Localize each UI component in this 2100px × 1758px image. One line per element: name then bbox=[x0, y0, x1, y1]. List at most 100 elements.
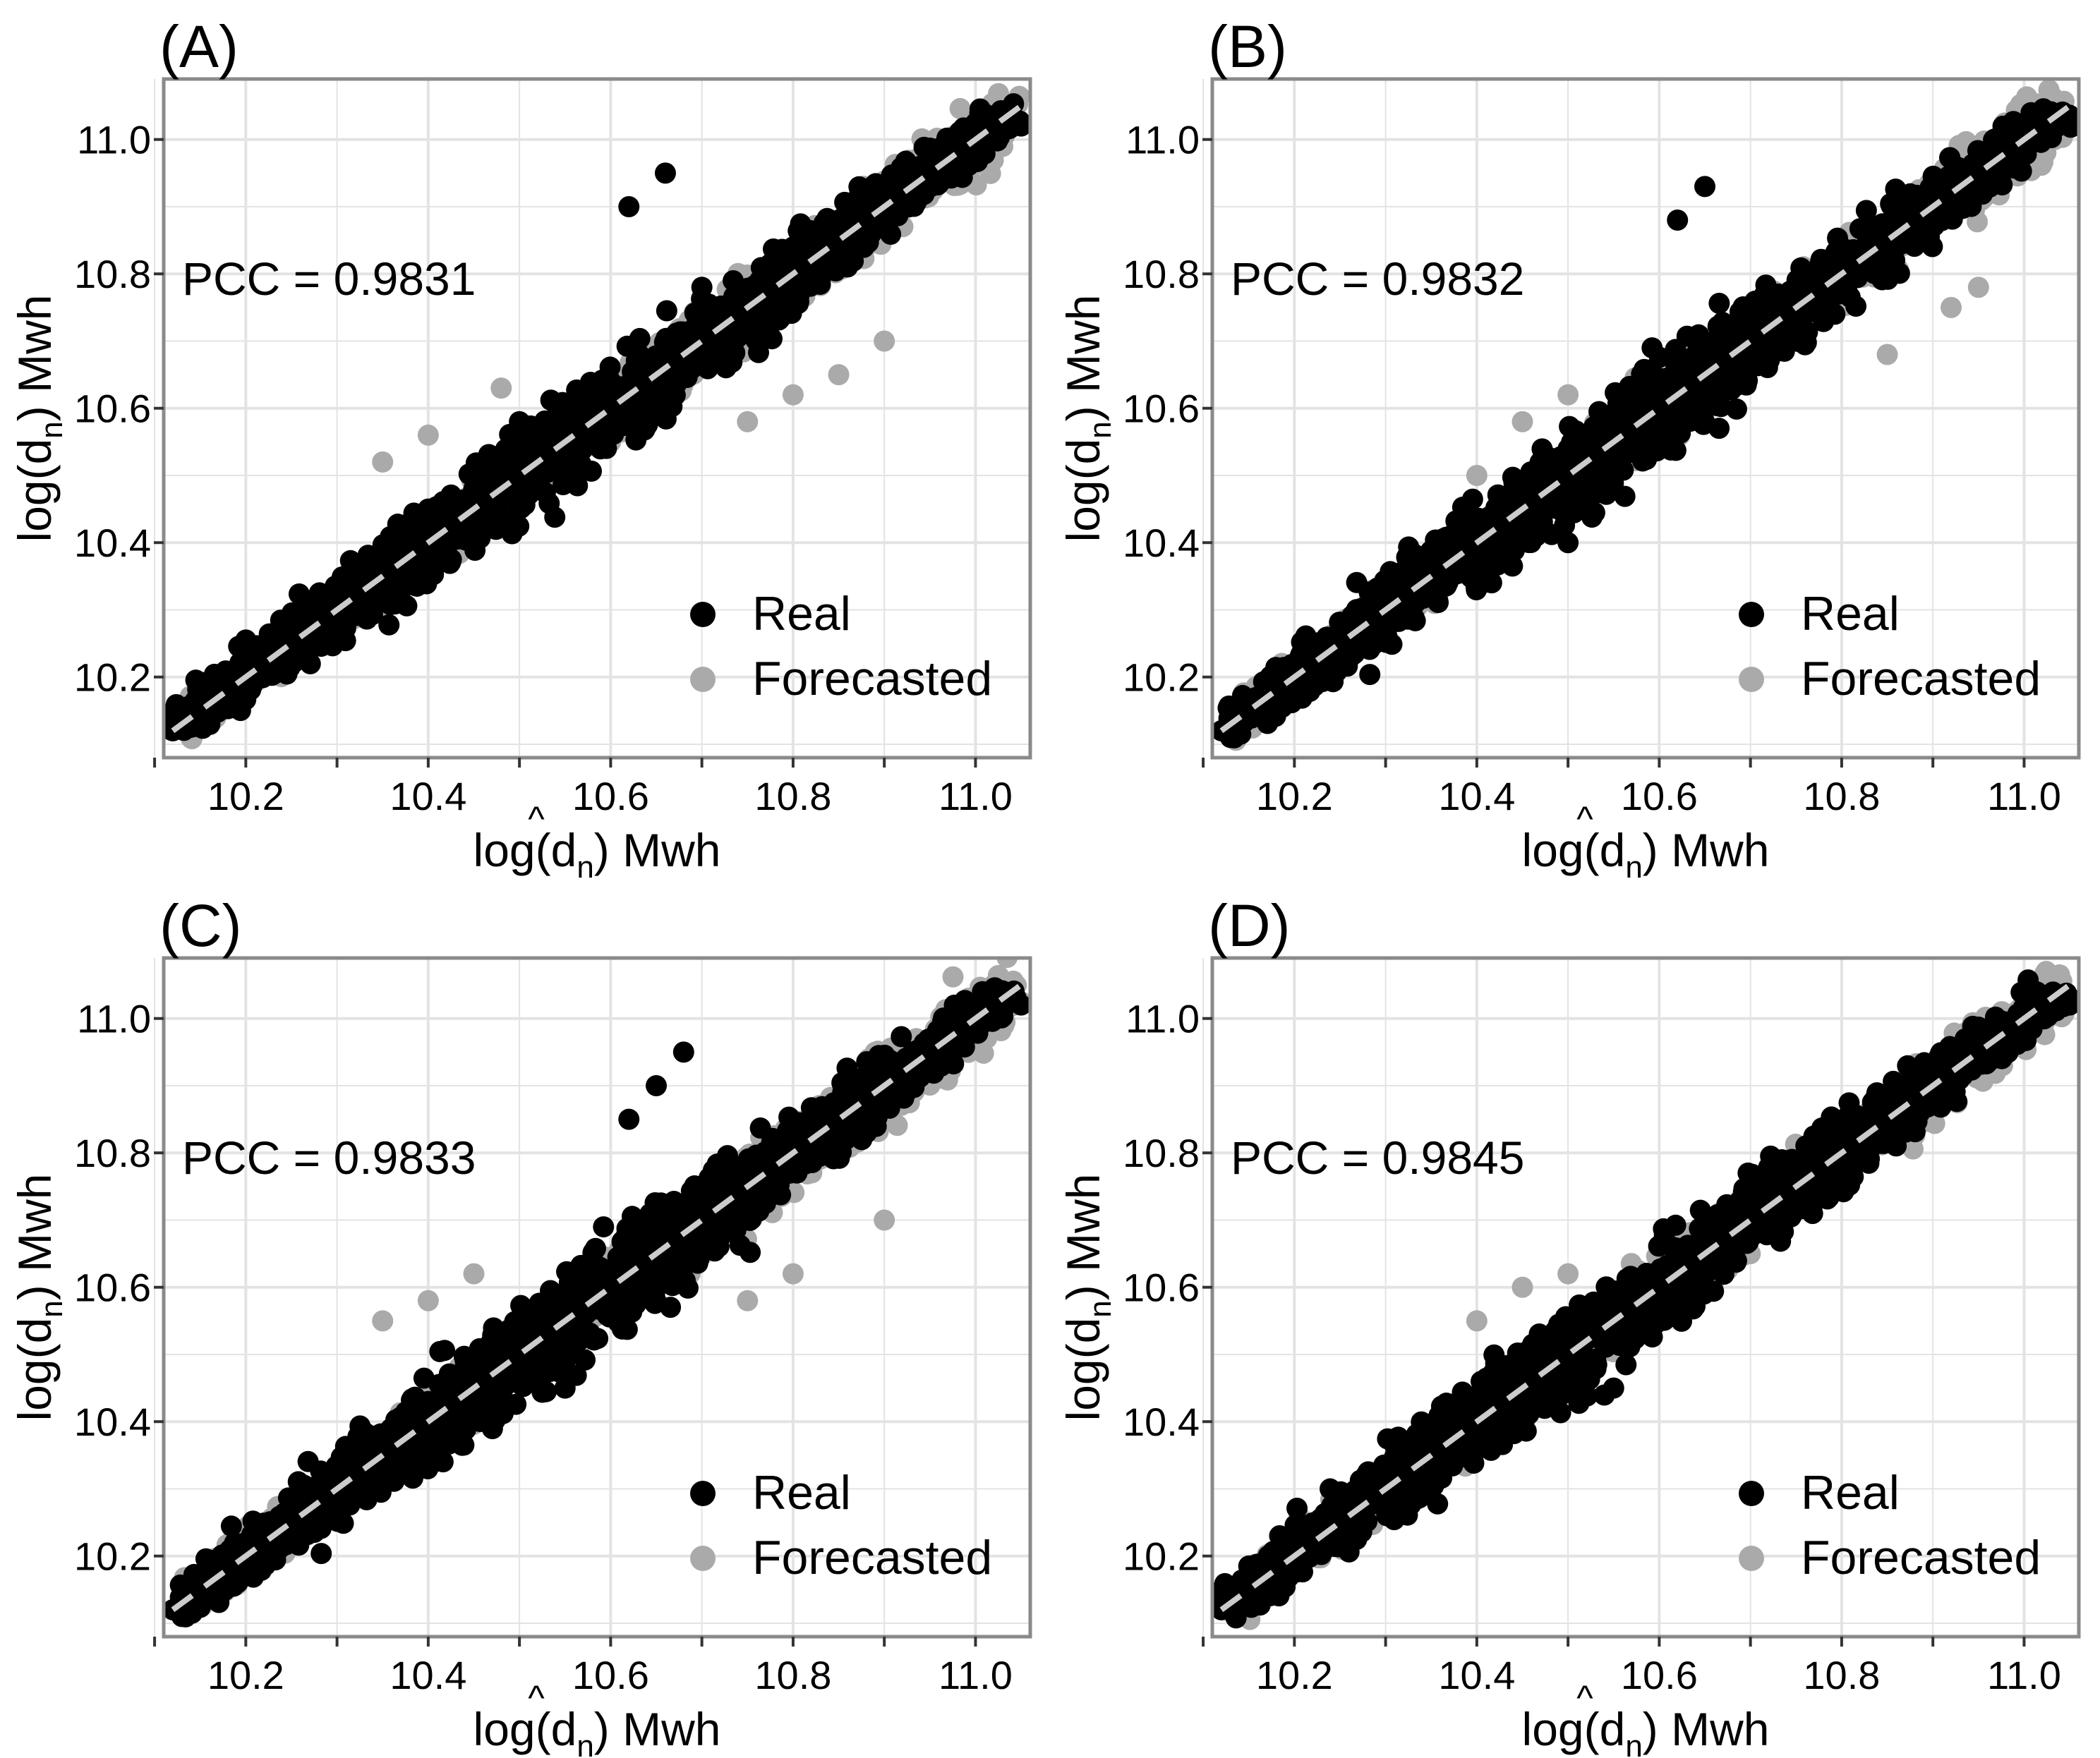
point-real bbox=[1502, 555, 1523, 577]
x-axis-title-part: n bbox=[577, 850, 593, 885]
x-tick-label: 10.4 bbox=[390, 774, 466, 818]
point-real bbox=[754, 313, 776, 335]
point-real bbox=[463, 519, 485, 540]
grid bbox=[1202, 79, 2079, 758]
point-real bbox=[1359, 664, 1381, 686]
point-real bbox=[616, 335, 638, 357]
point-real bbox=[976, 109, 998, 131]
point-real bbox=[214, 662, 236, 684]
point-real bbox=[634, 419, 656, 441]
point-real bbox=[716, 326, 738, 348]
point-real bbox=[1708, 292, 1730, 314]
x-axis-title: log(dn) Mwh bbox=[473, 824, 721, 885]
y-axis-title: log(dn) Mwh bbox=[8, 295, 69, 542]
point-real bbox=[567, 475, 589, 497]
point-real bbox=[828, 210, 850, 231]
point-forecasted bbox=[417, 424, 439, 446]
point-real bbox=[654, 162, 676, 184]
point-real bbox=[485, 497, 507, 519]
legend-label: Forecasted bbox=[752, 652, 992, 705]
point-real bbox=[618, 195, 640, 217]
point-real bbox=[656, 300, 677, 322]
point-real bbox=[1845, 296, 1867, 317]
x-tick-label: 11.0 bbox=[939, 774, 1013, 818]
y-tick-label: 11.0 bbox=[77, 118, 151, 162]
point-real bbox=[721, 351, 743, 373]
point-real bbox=[554, 451, 576, 473]
point-real bbox=[241, 651, 262, 673]
point-real bbox=[551, 403, 573, 425]
point-real bbox=[669, 337, 691, 359]
point-real bbox=[1725, 398, 1747, 420]
pcc-annotation: PCC = 0.9831 bbox=[182, 253, 476, 305]
point-real bbox=[1461, 488, 1483, 510]
point-real bbox=[506, 469, 528, 491]
point-real bbox=[919, 149, 941, 171]
point-real bbox=[277, 653, 298, 675]
point-real bbox=[417, 547, 439, 569]
point-real bbox=[687, 353, 709, 375]
point-real bbox=[534, 482, 556, 504]
point-real bbox=[346, 576, 368, 598]
point-real bbox=[737, 317, 759, 339]
y-tick-label: 10.2 bbox=[74, 655, 151, 700]
point-forecasted bbox=[372, 451, 394, 473]
point-forecasted bbox=[782, 384, 804, 406]
point-real bbox=[807, 270, 828, 292]
point-real bbox=[938, 153, 960, 175]
panel-label: (A) bbox=[159, 13, 239, 80]
point-real bbox=[1737, 370, 1758, 392]
point-real bbox=[1855, 200, 1877, 222]
y-tick-label: 10.4 bbox=[74, 521, 151, 565]
x-axis-title-part: log( bbox=[473, 824, 551, 876]
point-real bbox=[595, 433, 617, 455]
legend-key-real bbox=[690, 602, 716, 627]
point-real bbox=[704, 339, 726, 361]
legend-label: Real bbox=[752, 587, 851, 641]
point-real bbox=[762, 238, 784, 260]
point-real bbox=[701, 301, 723, 323]
point-real bbox=[698, 317, 720, 339]
point-real bbox=[509, 498, 531, 520]
point-real bbox=[938, 129, 960, 151]
point-real bbox=[258, 655, 280, 677]
point-real bbox=[1885, 178, 1907, 200]
point-real bbox=[417, 498, 439, 520]
point-real bbox=[1939, 147, 1961, 169]
x-tick-label: 10.2 bbox=[207, 774, 284, 818]
x-axis-hat: ^ bbox=[528, 799, 545, 839]
point-real bbox=[691, 277, 713, 298]
point-real bbox=[798, 247, 820, 269]
point-forecasted bbox=[1557, 384, 1579, 406]
point-real bbox=[368, 573, 390, 595]
point-real bbox=[618, 411, 640, 432]
point-real bbox=[747, 341, 769, 363]
point-real bbox=[343, 559, 365, 581]
x-tick-label: 10.8 bbox=[754, 774, 831, 818]
point-forecasted bbox=[1466, 464, 1488, 486]
point-real bbox=[509, 411, 531, 432]
point-real bbox=[288, 583, 310, 605]
point-real bbox=[853, 233, 875, 255]
legend: Real Forecasted bbox=[690, 587, 992, 705]
point-forecasted bbox=[828, 364, 850, 386]
point-forecasted bbox=[1511, 411, 1533, 432]
point-forecasted bbox=[490, 377, 512, 399]
point-real bbox=[837, 256, 859, 278]
y-tick-label: 10.8 bbox=[74, 252, 151, 296]
point-real bbox=[600, 370, 622, 392]
y-axis-title-part: log( bbox=[8, 464, 61, 542]
point-real bbox=[1010, 115, 1030, 137]
legend-key-forecasted bbox=[690, 667, 716, 692]
point-real bbox=[378, 614, 400, 636]
point-real bbox=[782, 236, 804, 258]
point-real bbox=[778, 296, 800, 318]
point-real bbox=[391, 570, 413, 592]
point-real bbox=[570, 457, 592, 479]
y-axis-title-group: log(dn) Mwh bbox=[8, 295, 69, 542]
plot-frame bbox=[162, 77, 1032, 760]
point-real bbox=[790, 213, 811, 235]
y-axis-title-part: ) Mwh bbox=[8, 295, 61, 422]
